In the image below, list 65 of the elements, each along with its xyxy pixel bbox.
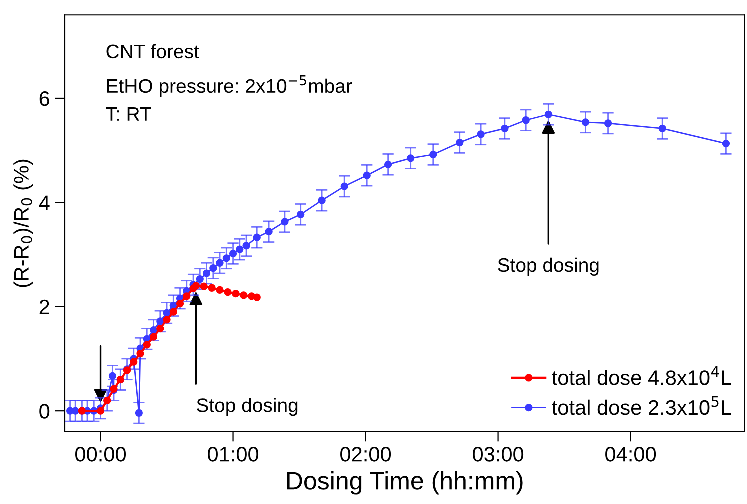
point [72, 407, 80, 415]
point [216, 286, 224, 294]
point [240, 292, 248, 300]
y-tick-label: 4 [39, 196, 50, 210]
y-axis-title: (R-R$_{0}$)/R$_{0}$ (%) [14, 160, 34, 288]
point [229, 250, 238, 258]
point [582, 118, 590, 126]
point [384, 160, 392, 168]
point [176, 300, 184, 308]
point [265, 228, 273, 236]
point [156, 324, 164, 333]
x-tick-label: 04:00 [606, 447, 656, 462]
point [232, 290, 240, 298]
point [658, 124, 666, 133]
y-tick-label: 2 [40, 300, 50, 314]
point [363, 172, 371, 180]
point [236, 246, 244, 254]
x-tick-label: 02:00 [340, 447, 392, 462]
x-tick-label: 01:00 [208, 447, 259, 462]
annotation: T: RT [106, 108, 152, 121]
annotation: CNT forest [106, 44, 200, 59]
point [170, 308, 178, 316]
x-tick-label: 00:00 [76, 447, 126, 462]
point [196, 275, 204, 284]
point [253, 294, 261, 302]
point [150, 326, 158, 334]
y-tick-label: 6 [40, 91, 50, 106]
annotation: EtHO pressure: 2x10$^{−5}$mbar [107, 76, 352, 97]
point [192, 282, 200, 290]
point [210, 264, 218, 272]
point [722, 140, 730, 148]
x-tick-label: 03:00 [473, 447, 524, 462]
point [281, 218, 289, 226]
point [501, 124, 509, 133]
annotation: Stop dosing [498, 258, 599, 276]
point [202, 270, 211, 278]
point [604, 120, 612, 128]
point [163, 316, 171, 324]
annotation: Stop dosing [197, 398, 298, 416]
x-axis-title: Dosing Time (hh:mm) [287, 471, 523, 495]
point [130, 358, 138, 366]
point [200, 282, 208, 290]
point [430, 150, 438, 159]
point [522, 116, 530, 124]
point [156, 318, 164, 326]
point [208, 284, 216, 292]
point [224, 288, 232, 296]
point [544, 110, 552, 118]
point [340, 182, 348, 190]
point [242, 242, 250, 250]
y-tick-label: 0 [40, 404, 50, 419]
point [96, 407, 105, 415]
point [216, 259, 224, 267]
point [456, 138, 464, 147]
legend-label: total dose 2.3x10$^{5}$L [552, 396, 732, 416]
point [407, 154, 415, 162]
point [222, 254, 230, 262]
point [135, 409, 144, 417]
point [297, 210, 305, 218]
point [253, 234, 261, 242]
point [477, 130, 485, 138]
legend-label: total dose 4.8x10$^{4}$L [552, 366, 732, 386]
point [108, 372, 117, 380]
point [318, 196, 326, 204]
point [183, 292, 191, 300]
